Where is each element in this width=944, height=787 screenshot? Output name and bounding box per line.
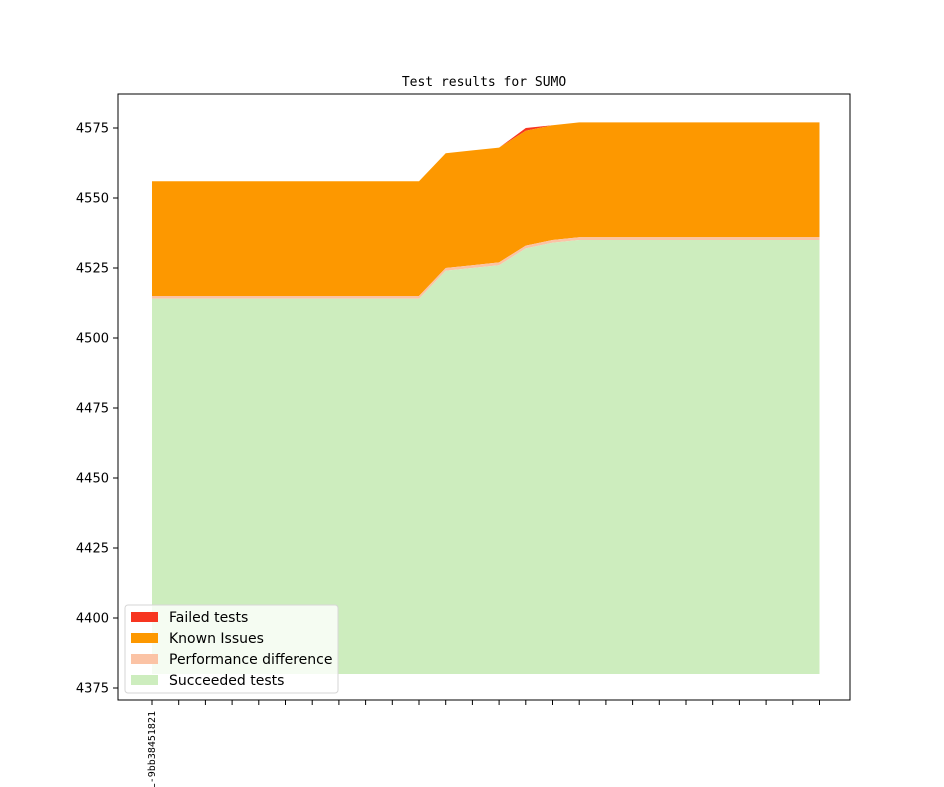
legend-label: Succeeded tests	[169, 673, 284, 689]
legend-swatch	[131, 612, 158, 622]
legend-swatch	[131, 633, 158, 643]
plot-frame	[117, 93, 851, 701]
x-tick-label: L-9bb38451821	[147, 711, 158, 787]
legend-swatch	[131, 654, 158, 664]
y-tick-label: 4450	[76, 472, 109, 487]
y-axis: 4375 4400 4425 4450 4475 4500 4525 4550 4575	[76, 122, 118, 697]
y-tick-label: 4375	[76, 682, 109, 697]
area-known-issues	[152, 122, 820, 297]
y-tick-label: 4500	[76, 332, 109, 347]
legend-label: Failed tests	[169, 610, 248, 626]
legend: Failed tests Known Issues Performance diff…	[124, 604, 339, 694]
x-axis: L-9bb38451821	[147, 700, 820, 787]
chart-title: Test results for SUMO	[402, 75, 567, 90]
legend-label: Known Issues	[169, 631, 264, 647]
legend-swatch	[131, 675, 158, 685]
legend-label: Performance difference	[169, 652, 332, 668]
y-tick-label: 4400	[76, 612, 109, 627]
y-tick-label: 4475	[76, 402, 109, 417]
legend-box	[124, 604, 339, 694]
area-succeeded-tests	[152, 240, 820, 674]
y-tick-label: 4425	[76, 542, 109, 557]
y-tick-label: 4525	[76, 262, 109, 277]
y-tick-label: 4575	[76, 122, 109, 137]
y-tick-label: 4550	[76, 192, 109, 207]
series-areas	[152, 122, 820, 674]
